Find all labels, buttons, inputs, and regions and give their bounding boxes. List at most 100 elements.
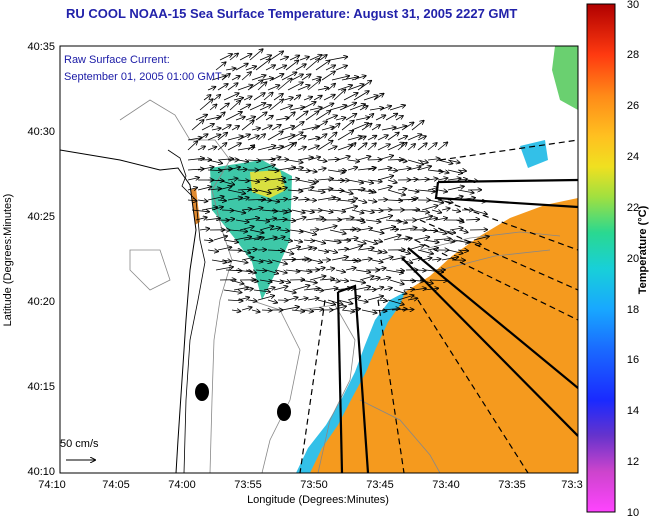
current-vector xyxy=(347,167,357,170)
current-vector xyxy=(417,190,435,192)
current-vector xyxy=(237,297,249,300)
current-vector xyxy=(245,270,256,273)
current-vector xyxy=(367,296,383,301)
current-vector xyxy=(267,200,279,202)
coastline xyxy=(60,149,197,473)
current-vector xyxy=(211,260,226,262)
current-vector xyxy=(259,55,271,61)
current-vector xyxy=(379,278,390,280)
current-vector xyxy=(329,280,340,281)
current-vector xyxy=(311,309,323,310)
current-vector xyxy=(309,55,322,61)
current-vector xyxy=(341,206,357,211)
current-vector xyxy=(389,229,398,230)
current-vector xyxy=(285,270,300,272)
current-vector xyxy=(253,237,264,240)
current-vector xyxy=(291,122,304,131)
current-vector xyxy=(207,147,216,150)
current-vector xyxy=(371,125,380,131)
current-vector xyxy=(241,72,251,81)
current-vector xyxy=(279,280,290,282)
current-vector xyxy=(317,189,333,190)
current-vector xyxy=(433,239,451,241)
current-vector xyxy=(229,53,238,61)
current-vector xyxy=(205,117,221,121)
current-vector xyxy=(453,239,469,243)
current-vector xyxy=(295,270,312,272)
buoy-marker-2 xyxy=(277,403,291,421)
current-vector xyxy=(319,55,327,61)
current-vector xyxy=(331,76,349,81)
current-vector xyxy=(249,280,258,281)
current-vector xyxy=(319,279,334,280)
current-vector xyxy=(317,250,328,252)
current-vector xyxy=(401,310,414,311)
current-vector xyxy=(287,198,298,200)
current-vector xyxy=(307,298,319,300)
current-vector xyxy=(257,146,275,151)
current-vector xyxy=(393,238,409,240)
current-vector xyxy=(237,189,251,190)
current-vector xyxy=(305,111,319,121)
current-vector xyxy=(397,189,407,190)
current-vector xyxy=(317,88,328,90)
colorbar-tick-label: 18 xyxy=(627,304,639,316)
current-vector xyxy=(361,124,372,131)
current-vector xyxy=(237,169,247,170)
current-vector xyxy=(409,280,424,281)
current-label-line2: September 01, 2005 01:00 GMT xyxy=(64,71,222,83)
current-vector xyxy=(237,160,248,162)
current-vector xyxy=(237,134,250,141)
current-vector xyxy=(437,142,447,151)
current-vector xyxy=(441,257,458,261)
current-vector xyxy=(367,136,377,141)
current-vector xyxy=(379,106,391,111)
current-vector xyxy=(447,249,463,253)
current-vector xyxy=(237,249,250,253)
x-tick-label: 73:55 xyxy=(234,479,262,491)
current-vector xyxy=(245,218,259,220)
current-vector xyxy=(359,228,372,230)
current-vector xyxy=(289,56,299,61)
current-vector xyxy=(361,210,374,212)
current-vector xyxy=(231,209,245,213)
y-tick-label: 40:25 xyxy=(27,211,55,223)
current-vector xyxy=(411,121,424,131)
x-tick-label: 73:40 xyxy=(432,479,460,491)
current-vector xyxy=(355,270,370,272)
current-vector xyxy=(313,239,325,243)
current-vector xyxy=(259,280,272,282)
current-vector xyxy=(235,117,245,121)
current-vector xyxy=(271,74,284,81)
current-vector xyxy=(435,218,447,220)
current-vector xyxy=(223,93,239,101)
current-vector xyxy=(331,257,348,261)
current-vector xyxy=(437,200,453,203)
current-vector xyxy=(339,229,356,230)
current-vector xyxy=(357,200,367,203)
current-vector xyxy=(305,59,319,71)
current-vector xyxy=(291,259,308,260)
current-vector xyxy=(227,300,243,301)
current-vector xyxy=(387,143,404,151)
current-vector xyxy=(249,49,263,61)
current-vector xyxy=(381,257,393,261)
current-vector xyxy=(285,112,295,121)
current-vector xyxy=(269,99,283,111)
current-vector xyxy=(375,115,385,121)
colorbar: 30 28 26 24 22 20 18 16 14 12 10 Tempera… xyxy=(586,0,649,518)
current-vector xyxy=(389,105,405,111)
current-vector xyxy=(263,237,277,240)
current-vector xyxy=(187,178,199,181)
current-vector xyxy=(247,136,259,141)
current-vector xyxy=(313,96,322,101)
current-vector xyxy=(347,143,356,151)
current-vector xyxy=(317,299,335,305)
current-vector xyxy=(419,279,433,283)
current-vector xyxy=(187,141,197,151)
current-vector xyxy=(317,197,335,201)
current-vector xyxy=(267,188,281,190)
current-vector xyxy=(247,249,257,250)
current-vector xyxy=(317,141,333,151)
current-vector xyxy=(191,210,209,212)
